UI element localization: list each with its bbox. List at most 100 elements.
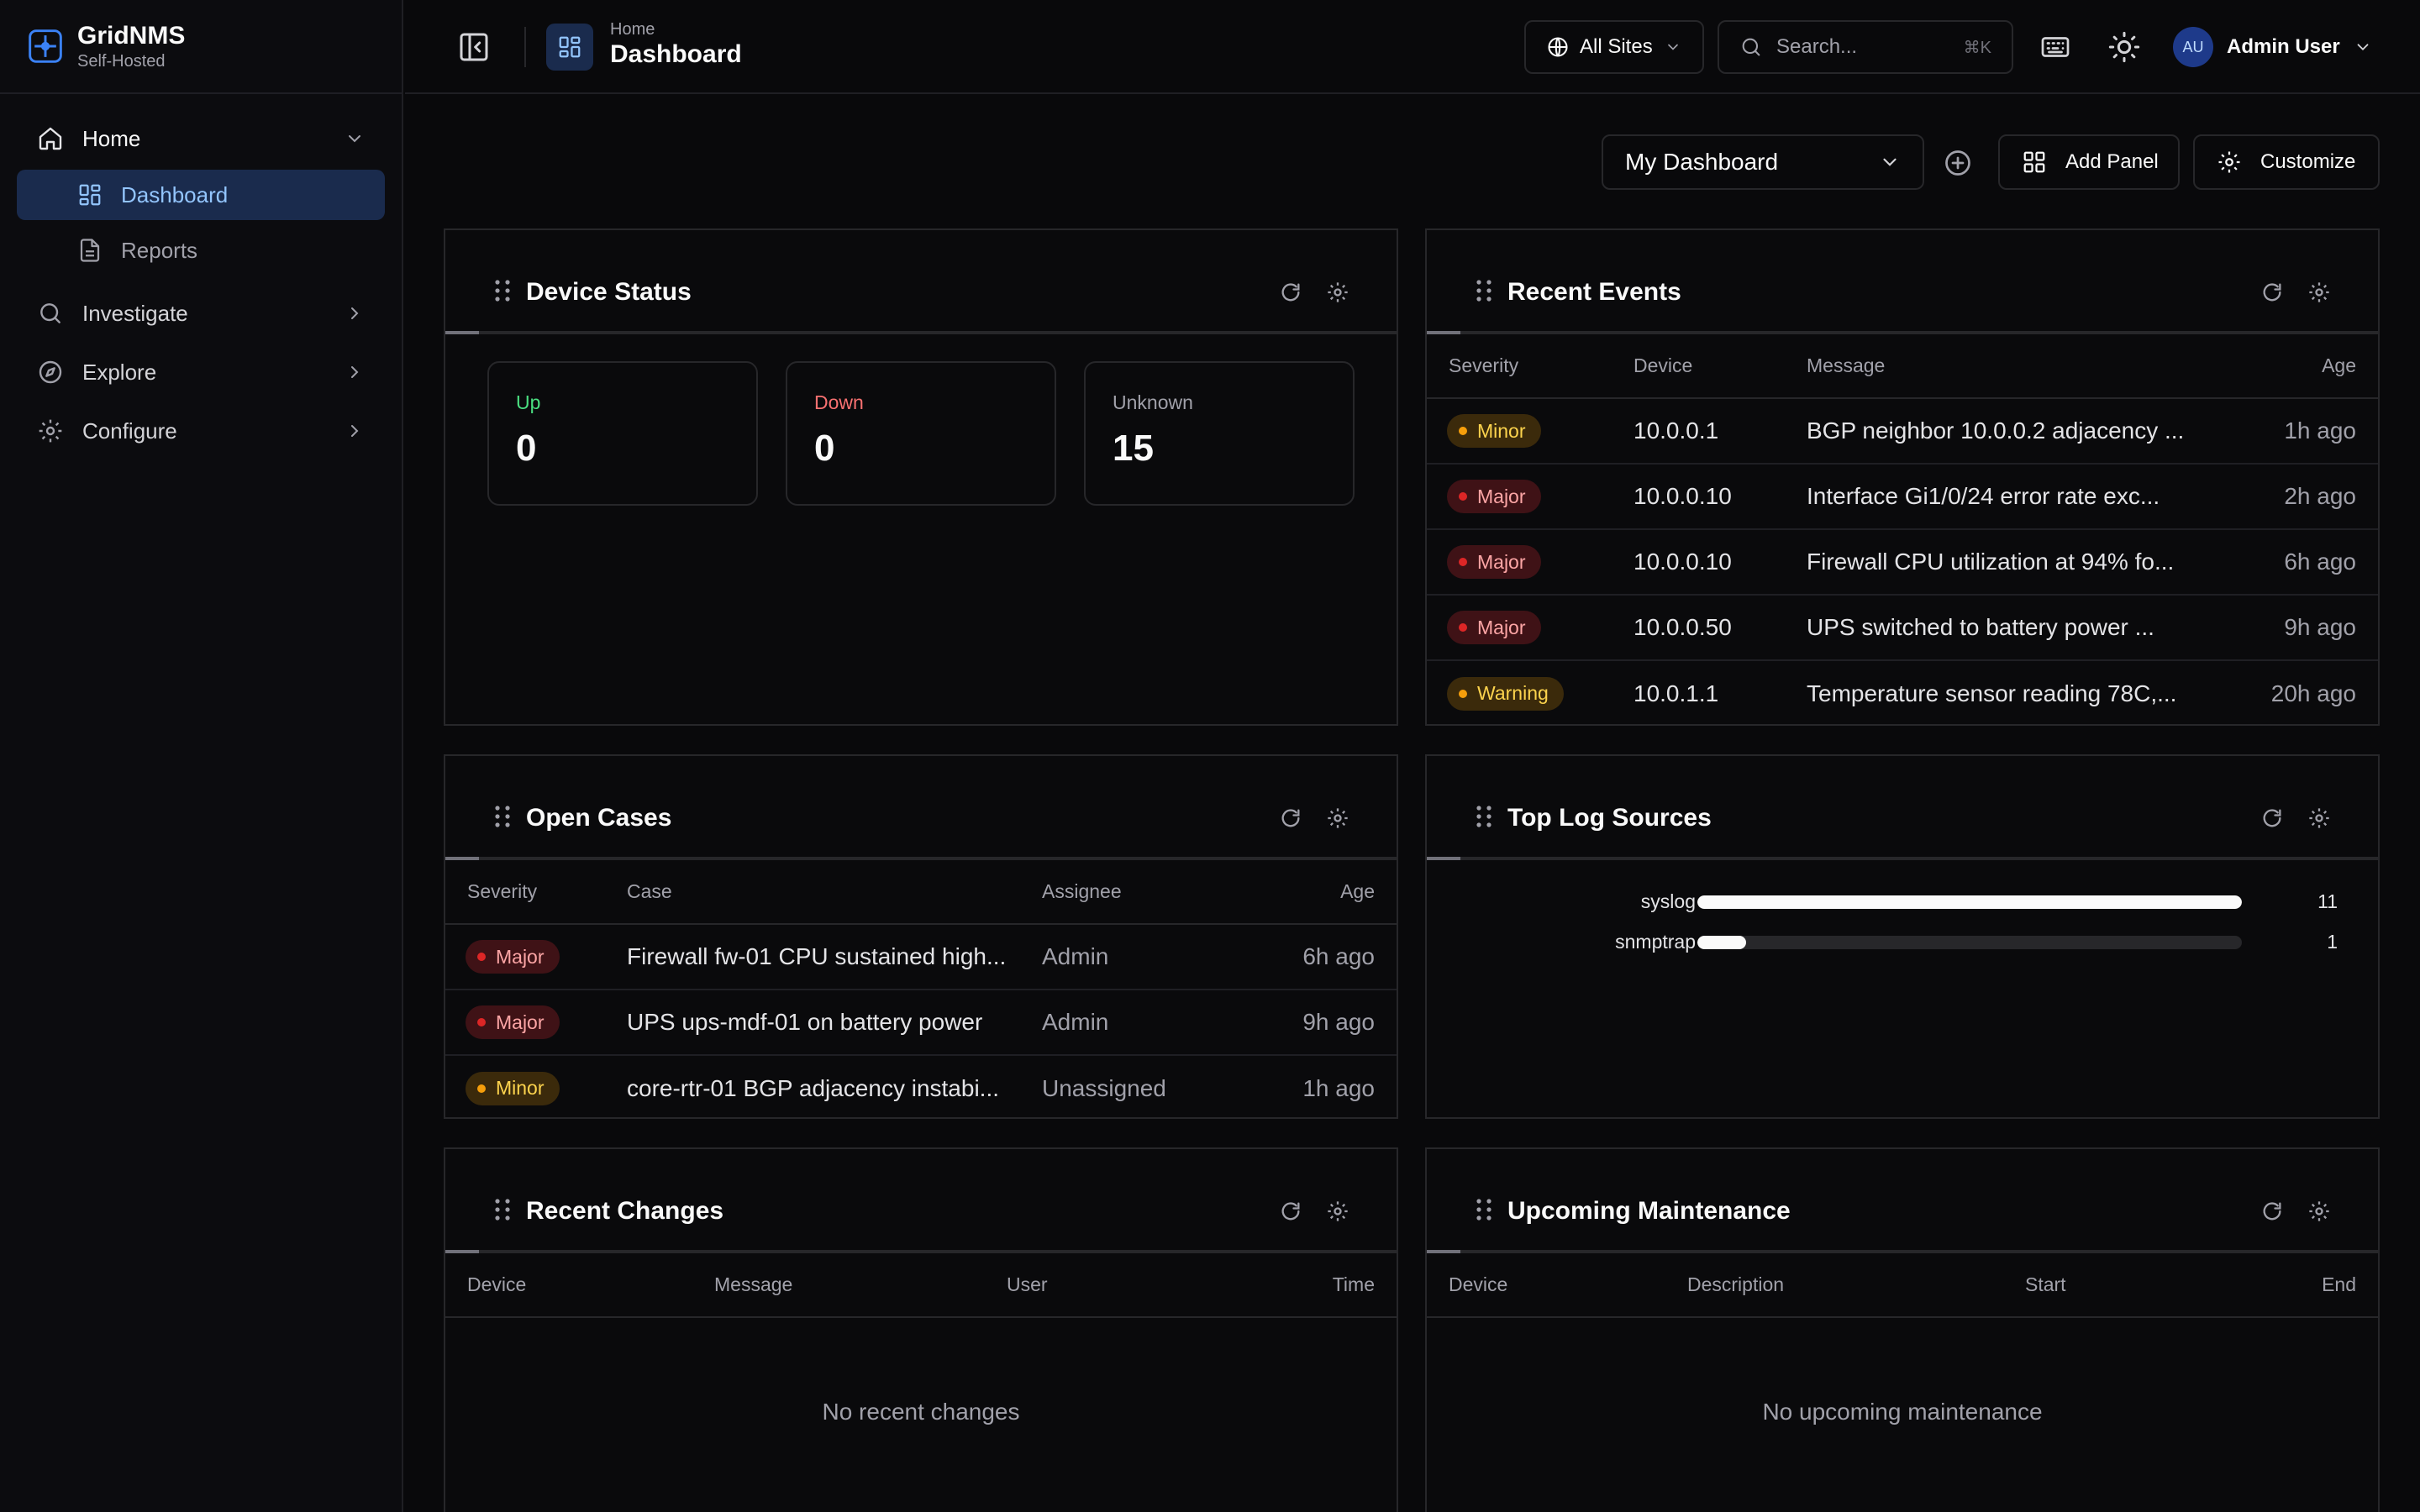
severity-label: Minor bbox=[1477, 419, 1526, 442]
log-source-bar-track bbox=[1697, 895, 2242, 909]
add-panel-button[interactable]: Add Panel bbox=[1998, 134, 2180, 190]
sun-icon[interactable] bbox=[2107, 30, 2141, 64]
column-header[interactable]: Severity bbox=[445, 860, 627, 925]
column-header[interactable]: Message bbox=[714, 1253, 1007, 1318]
column-header[interactable]: Assignee bbox=[1042, 860, 1252, 925]
column-header[interactable]: Start bbox=[2025, 1253, 2235, 1318]
dashboard-select-value: My Dashboard bbox=[1625, 149, 1779, 175]
empty-state: No recent changes bbox=[822, 1399, 1020, 1425]
refresh-icon[interactable] bbox=[2260, 281, 2284, 304]
drag-handle-icon[interactable] bbox=[1476, 1198, 1492, 1221]
panel-header: Device Status bbox=[445, 230, 1397, 334]
refresh-icon[interactable] bbox=[2260, 806, 2284, 830]
table-row[interactable]: Major 10.0.0.10 Firewall CPU utilization… bbox=[1427, 529, 2378, 596]
page-icon-tile bbox=[546, 24, 593, 71]
table-row[interactable]: Major UPS ups-mdf-01 on battery power Ad… bbox=[445, 990, 1397, 1056]
panel-header: Top Log Sources bbox=[1427, 756, 2378, 860]
severity-label: Major bbox=[1477, 485, 1526, 507]
site-selector-label: All Sites bbox=[1580, 35, 1653, 58]
refresh-icon[interactable] bbox=[2260, 1200, 2284, 1223]
log-source-count: 1 bbox=[2327, 931, 2338, 953]
device-cell: 10.0.0.10 bbox=[1634, 464, 1807, 530]
gear-icon[interactable] bbox=[1326, 281, 1349, 304]
column-header[interactable]: Message bbox=[1807, 334, 2227, 399]
column-header[interactable]: Age bbox=[2227, 334, 2378, 399]
keyboard-icon[interactable] bbox=[2040, 32, 2070, 62]
refresh-icon[interactable] bbox=[1279, 1200, 1302, 1223]
drag-handle-icon[interactable] bbox=[494, 1198, 511, 1221]
sidebar-item-configure[interactable]: Configure bbox=[17, 405, 385, 457]
column-header[interactable]: Severity bbox=[1427, 334, 1634, 399]
panel-title: Open Cases bbox=[526, 804, 672, 832]
panel-title: Recent Events bbox=[1507, 278, 1681, 306]
refresh-icon[interactable] bbox=[1279, 281, 1302, 304]
search-input[interactable]: Search... ⌘K bbox=[1718, 20, 2013, 74]
add-panel-label: Add Panel bbox=[2065, 150, 2159, 173]
case-cell[interactable]: Firewall fw-01 CPU sustained high... bbox=[627, 924, 1042, 990]
dashboard-select[interactable]: My Dashboard bbox=[1602, 134, 1924, 190]
add-dashboard-icon[interactable] bbox=[1943, 148, 1973, 178]
brand[interactable]: GridNMS Self-Hosted bbox=[0, 0, 402, 94]
refresh-icon[interactable] bbox=[1279, 806, 1302, 830]
table-row[interactable]: Major 10.0.0.50 UPS switched to battery … bbox=[1427, 595, 2378, 661]
log-source-count: 11 bbox=[2317, 890, 2338, 912]
events-table: Severity Device Message Age Minor 10.0.0… bbox=[1427, 334, 2378, 724]
sidebar-collapse-icon[interactable] bbox=[457, 30, 491, 64]
site-selector[interactable]: All Sites bbox=[1524, 20, 1704, 74]
table-row[interactable]: Minor core-rtr-01 BGP adjacency instabi.… bbox=[445, 1055, 1397, 1117]
stat-card-unknown[interactable]: Unknown 15 bbox=[1084, 361, 1355, 506]
column-header[interactable]: User bbox=[1007, 1253, 1259, 1318]
gear-icon[interactable] bbox=[1326, 1200, 1349, 1223]
drag-handle-icon[interactable] bbox=[494, 279, 511, 302]
column-header[interactable]: Case bbox=[627, 860, 1042, 925]
column-header[interactable]: Time bbox=[1259, 1253, 1397, 1318]
log-source-row[interactable]: syslog 11 bbox=[1427, 885, 2378, 919]
log-source-name: syslog bbox=[1640, 890, 1696, 912]
panel-title: Upcoming Maintenance bbox=[1507, 1197, 1791, 1225]
sidebar-item-label: Investigate bbox=[82, 300, 188, 326]
column-header[interactable]: Device bbox=[1634, 334, 1807, 399]
gear-icon[interactable] bbox=[2307, 1200, 2331, 1223]
chevron-down-icon bbox=[1883, 158, 1897, 166]
column-header[interactable]: Device bbox=[445, 1253, 714, 1318]
gear-icon[interactable] bbox=[2307, 806, 2331, 830]
drag-handle-icon[interactable] bbox=[1476, 279, 1492, 302]
column-header[interactable]: Device bbox=[1427, 1253, 1687, 1318]
breadcrumb[interactable]: Home bbox=[610, 20, 655, 39]
sidebar-item-explore[interactable]: Explore bbox=[17, 346, 385, 398]
gear-icon[interactable] bbox=[1326, 806, 1349, 830]
severity-badge: Major bbox=[1447, 545, 1541, 579]
empty-state: No upcoming maintenance bbox=[1762, 1399, 2043, 1425]
table-row[interactable]: Major Firewall fw-01 CPU sustained high.… bbox=[445, 924, 1397, 990]
case-cell[interactable]: UPS ups-mdf-01 on battery power bbox=[627, 990, 1042, 1056]
age-cell: 9h ago bbox=[2227, 595, 2378, 661]
drag-handle-icon[interactable] bbox=[494, 805, 511, 828]
compass-icon bbox=[39, 360, 62, 384]
user-menu[interactable]: AU Admin User bbox=[2173, 27, 2372, 67]
sidebar-item-label: Dashboard bbox=[121, 181, 229, 207]
sidebar-item-reports[interactable]: Reports bbox=[17, 225, 385, 276]
severity-dot bbox=[1459, 689, 1467, 698]
column-header[interactable]: Age bbox=[1252, 860, 1397, 925]
document-icon bbox=[80, 239, 100, 262]
sidebar-item-investigate[interactable]: Investigate bbox=[17, 287, 385, 339]
table-row[interactable]: Warning 10.0.1.1 Temperature sensor read… bbox=[1427, 660, 2378, 724]
table-row[interactable]: Minor 10.0.0.1 BGP neighbor 10.0.0.2 adj… bbox=[1427, 398, 2378, 465]
column-header[interactable]: End bbox=[2235, 1253, 2378, 1318]
drag-handle-icon[interactable] bbox=[1476, 805, 1492, 828]
chevron-down-icon bbox=[2357, 44, 2369, 51]
panel-top-log-sources: Top Log Sources syslog 11 snmptrap 1 bbox=[1425, 754, 2380, 1119]
gear-icon[interactable] bbox=[2307, 281, 2331, 304]
column-header[interactable]: Description bbox=[1687, 1253, 2025, 1318]
sidebar-item-dashboard[interactable]: Dashboard bbox=[17, 170, 385, 220]
stat-card-up[interactable]: Up 0 bbox=[487, 361, 758, 506]
sidebar-item-label: Reports bbox=[121, 237, 198, 263]
customize-button[interactable]: Customize bbox=[2193, 134, 2380, 190]
log-source-row[interactable]: snmptrap 1 bbox=[1427, 926, 2378, 959]
case-cell[interactable]: core-rtr-01 BGP adjacency instabi... bbox=[627, 1074, 1000, 1101]
sidebar-item-home[interactable]: Home bbox=[17, 113, 385, 165]
table-row[interactable]: Major 10.0.0.10 Interface Gi1/0/24 error… bbox=[1427, 464, 2378, 530]
chevron-down-icon bbox=[1667, 44, 1678, 50]
stat-value: 15 bbox=[1113, 428, 1154, 469]
stat-card-down[interactable]: Down 0 bbox=[786, 361, 1056, 506]
